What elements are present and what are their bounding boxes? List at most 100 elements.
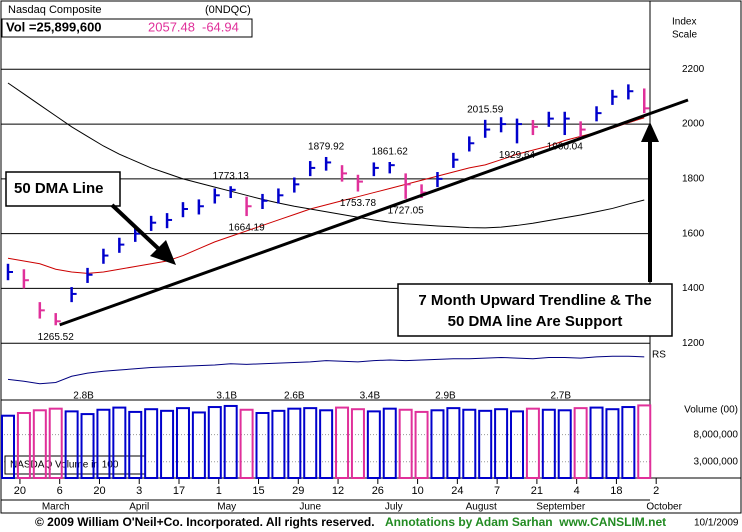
volume-annotation: 3.4B <box>360 391 381 402</box>
support-callout: 7 Month Upward Trendline & The 50 DMA li… <box>397 122 673 337</box>
month-label: May <box>217 502 236 513</box>
volume-bar <box>430 409 445 479</box>
volume-bar <box>335 406 350 480</box>
y-tick-label: 3,000,000 <box>694 456 739 467</box>
annotation-credit: Annotations by Adam Sarhan www.CANSLIM.n… <box>385 515 666 529</box>
volume-bar <box>64 410 79 479</box>
x-tick-label: 24 <box>451 485 463 497</box>
trendline <box>59 98 689 327</box>
y-tick-label: 2000 <box>682 119 705 130</box>
chart-date: 10/1/2009 <box>694 518 739 529</box>
month-label: August <box>466 502 497 513</box>
price-label: 1879.92 <box>308 142 345 153</box>
month-label: April <box>129 502 149 513</box>
price-label: 1773.13 <box>213 171 250 182</box>
volume-bar <box>207 406 222 479</box>
volume-annotation: 3.1B <box>216 391 237 402</box>
volume-text: Vol =25,899,600 <box>6 19 102 34</box>
volume-bar <box>112 406 127 480</box>
volume-bar <box>557 409 572 479</box>
month-label: September <box>536 502 586 513</box>
month-label: October <box>646 502 682 513</box>
month-label: July <box>385 502 403 513</box>
volume-bar <box>462 408 477 479</box>
scale-label: Scale <box>672 30 697 41</box>
volume-bar <box>478 409 493 480</box>
y-tick-label: 1600 <box>682 228 705 239</box>
price-label: 1753.78 <box>340 198 377 209</box>
y-tick-label: 2200 <box>682 64 705 75</box>
arrowhead <box>150 240 176 265</box>
volume-bar <box>32 409 47 479</box>
callout-text: 7 Month Upward Trendline & The <box>418 292 651 309</box>
price-label: 2015.59 <box>467 104 504 115</box>
volume-bar <box>1 414 15 480</box>
x-tick-label: 20 <box>93 485 105 497</box>
volume-bar <box>191 411 206 480</box>
x-tick-label: 18 <box>610 485 622 497</box>
x-tick-label: 4 <box>574 485 580 497</box>
x-tick-label: 12 <box>332 485 344 497</box>
x-tick-label: 29 <box>292 485 304 497</box>
volume-bar <box>223 404 238 480</box>
y-tick-label: 1800 <box>682 174 705 185</box>
volume-bar <box>48 407 63 479</box>
volume-label: Volume (00) <box>684 405 738 416</box>
volume-bar <box>239 408 254 479</box>
volume-annotation: 2.9B <box>435 391 456 402</box>
x-tick-label: 17 <box>173 485 185 497</box>
price-label: 1929.64 <box>499 150 536 161</box>
x-tick-label: 20 <box>14 485 26 497</box>
volume-bar <box>16 412 31 479</box>
volume-bar <box>96 408 111 479</box>
month-label: June <box>299 502 321 513</box>
moving-average <box>7 117 645 274</box>
header-box <box>1 18 253 38</box>
volume-bar <box>525 407 540 479</box>
volume-bar <box>144 408 159 480</box>
volume-bar <box>255 412 270 479</box>
x-tick-label: 7 <box>494 485 500 497</box>
callout-text: 50 DMA line Are Support <box>448 313 623 330</box>
y-tick-label: 1400 <box>682 283 705 294</box>
rs-line <box>7 355 645 385</box>
arrow <box>110 203 164 254</box>
y-tick-label: 8,000,000 <box>694 429 739 440</box>
volume-bar <box>605 408 620 480</box>
change-text: -64.94 <box>202 19 239 34</box>
x-tick-label: 3 <box>136 485 142 497</box>
volume-bar <box>175 407 190 479</box>
x-tick-label: 15 <box>252 485 264 497</box>
volume-note: NASDAQ Volume in 100 <box>10 460 119 471</box>
volume-bar <box>271 409 286 480</box>
volume-bar <box>510 410 525 479</box>
price-label: 1727.05 <box>388 205 425 216</box>
volume-bar <box>637 404 652 479</box>
volume-bar <box>494 408 509 480</box>
volume-bar <box>350 408 365 480</box>
volume-bar <box>366 410 381 479</box>
index-name: Nasdaq Composite <box>8 4 102 16</box>
price-text: 2057.48 <box>148 19 195 34</box>
dma-callout: 50 DMA Line <box>5 171 176 265</box>
volume-bar <box>589 406 604 480</box>
volume-bar <box>621 406 636 479</box>
x-tick-label: 6 <box>57 485 63 497</box>
price-label: 1664.19 <box>229 223 266 234</box>
volume-bar <box>303 407 318 479</box>
volume-annotation: 2.6B <box>284 391 305 402</box>
price-label: 1265.52 <box>38 332 75 343</box>
copyright: © 2009 William O'Neil+Co. Incorporated. … <box>35 515 375 529</box>
callout-text: 50 DMA Line <box>14 180 103 197</box>
moving-average <box>7 82 645 229</box>
rs-label: RS <box>652 350 666 361</box>
volume-bar <box>382 407 397 479</box>
callout-box <box>5 171 121 207</box>
volume-bar <box>398 408 413 479</box>
x-tick-label: 10 <box>411 485 423 497</box>
frame <box>0 0 742 514</box>
volume-bar <box>414 410 429 479</box>
callout-box <box>397 283 673 337</box>
x-tick-label: 26 <box>372 485 384 497</box>
